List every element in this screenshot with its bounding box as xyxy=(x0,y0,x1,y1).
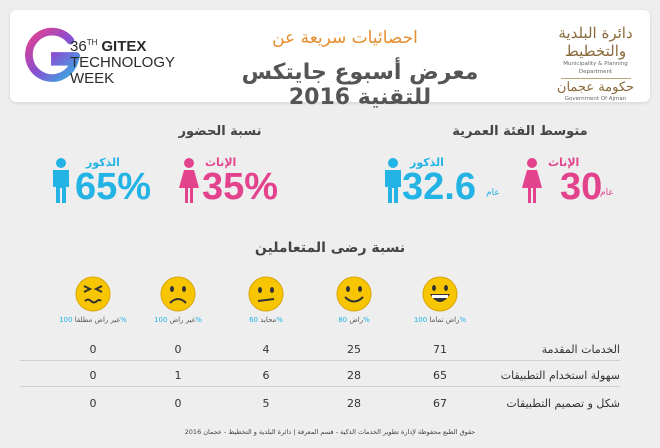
column-pct: 80% xyxy=(338,316,370,324)
neutral-face-icon xyxy=(248,276,284,312)
age-male-label: الذكور xyxy=(410,156,444,169)
table-cell: 71 xyxy=(433,343,447,356)
column-label-text: غير راض xyxy=(169,316,196,324)
table-cell: 0 xyxy=(89,397,97,410)
attendance-section-title: نسبة الحضور xyxy=(178,124,262,139)
column-label-text: محايد xyxy=(260,316,277,324)
table-cell: 5 xyxy=(262,397,270,410)
age-female-label: الإناث xyxy=(548,156,580,169)
gitex-week: WEEK xyxy=(70,70,115,87)
happy-face-icon xyxy=(336,276,372,312)
row-label: الخدمات المقدمة xyxy=(541,343,620,356)
gitex-wordmark: 36TH GITEX TECHNOLOGY WEEK xyxy=(70,35,175,87)
male-icon xyxy=(53,158,69,203)
header-card: 36TH GITEX TECHNOLOGY WEEK احصائيات سريع… xyxy=(10,10,650,110)
gitex-g-icon xyxy=(25,27,81,82)
female-icon xyxy=(179,158,199,203)
age-male-unit: عام xyxy=(486,188,500,198)
page-subtitle: احصائيات سريعة عن xyxy=(272,28,418,48)
table-cell: 0 xyxy=(174,397,182,410)
municipality-arabic: دائرة البلدية والتخطيط xyxy=(558,24,633,60)
table-cell: 67 xyxy=(433,397,447,410)
gitex-edition: 36 xyxy=(70,38,87,55)
column-label-neutral: محايد 60% xyxy=(221,316,311,324)
row-label: سهولة استخدام التطبيقات xyxy=(500,369,620,382)
table-cell: 28 xyxy=(347,397,361,410)
column-label-satisfied: راض 80% xyxy=(309,316,399,324)
gitex-logo: 36TH GITEX TECHNOLOGY WEEK xyxy=(24,25,214,87)
age-female-value: 30 xyxy=(560,166,603,208)
column-label-dissatisfied: غير راض 100% xyxy=(133,316,223,324)
female-icon xyxy=(522,158,542,203)
table-cell: 4 xyxy=(262,343,270,356)
age-male-value: 32.6 xyxy=(402,166,476,208)
municipality-divider xyxy=(560,78,631,79)
table-cell: 28 xyxy=(347,369,361,382)
gitex-technology: TECHNOLOGY xyxy=(70,54,176,71)
table-cell: 6 xyxy=(262,369,270,382)
column-pct: 100% xyxy=(59,316,127,324)
table-cell: 0 xyxy=(89,343,97,356)
column-pct: 100% xyxy=(413,316,467,324)
government-english: Government Of Ajman xyxy=(564,96,627,102)
male-icon xyxy=(385,158,401,203)
column-label-text: غير راض مطلقا xyxy=(74,316,121,324)
attendance-female-value: 35% xyxy=(202,166,279,208)
column-label-very-satisfied: راض تماما 100% xyxy=(395,316,485,324)
very-sad-face-icon xyxy=(75,276,111,312)
table-row: سهولة استخدام التطبيقات 65 28 6 1 0 xyxy=(20,364,620,387)
column-pct: 100% xyxy=(154,316,202,324)
table-cell: 25 xyxy=(347,343,361,356)
footer-copyright: حقوق الطبع محفوظة لإدارة تطوير الخدمات ا… xyxy=(184,428,476,436)
municipality-english: Municipality & Planning Department xyxy=(563,61,628,75)
attendance-male-label: الذكور xyxy=(86,156,120,169)
satisfaction-section-title: نسبة رضى المتعاملين xyxy=(254,240,406,256)
page-title: معرض أسبوع جايتكس للتقنية 2016 xyxy=(241,60,479,110)
column-pct: 60% xyxy=(249,316,283,324)
row-label: شكل و تصميم التطبيقات xyxy=(506,397,620,410)
attendance-female-label: الإناث xyxy=(205,156,237,169)
gitex-word: GITEX xyxy=(101,38,147,55)
column-label-text: راض xyxy=(349,316,364,324)
table-row: الخدمات المقدمة 71 25 4 0 0 xyxy=(20,338,620,361)
table-cell: 0 xyxy=(174,343,182,356)
table-cell: 65 xyxy=(433,369,447,382)
column-label-very-dissatisfied: غير راض مطلقا 100% xyxy=(48,316,138,324)
age-section-title: متوسط الفئة العمرية xyxy=(452,124,588,139)
very-happy-face-icon xyxy=(422,276,458,312)
municipality-logo: دائرة البلدية والتخطيط Municipality & Pl… xyxy=(548,24,643,102)
gitex-edition-suffix: TH xyxy=(86,38,98,47)
age-female-unit: عام xyxy=(600,188,614,198)
table-cell: 0 xyxy=(89,369,97,382)
table-cell: 1 xyxy=(174,369,182,382)
attendance-male-value: 65% xyxy=(75,166,152,208)
sad-face-icon xyxy=(160,276,196,312)
government-arabic: حكومة عجمان xyxy=(556,80,635,95)
table-row: شكل و تصميم التطبيقات 67 28 5 0 0 xyxy=(20,392,621,414)
column-label-text: راض تماما xyxy=(429,316,460,324)
